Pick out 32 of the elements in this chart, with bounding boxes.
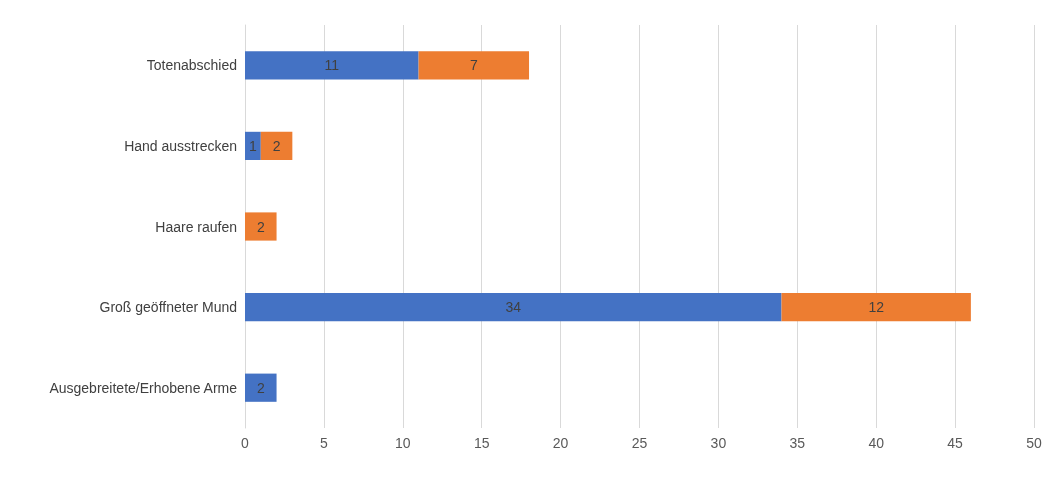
x-tick-label: 40 [868,435,885,451]
x-tick-label: 10 [395,435,411,451]
y-tick-label: Hand ausstrecken [124,137,237,154]
y-tick-label: Ausgebreitete/Erhobene Arme [49,379,238,396]
y-tick-label: Totenabschied [146,57,237,74]
data-label: 2 [256,218,265,235]
bar [245,212,277,241]
x-tick-label: 35 [789,435,806,451]
bar [418,51,530,80]
data-label: 7 [469,57,478,74]
y-tick-label: Haare raufen [155,218,237,235]
data-label: 34 [505,299,522,316]
y-tick-label: Groß geöffneter Mund [99,299,237,316]
data-label: 12 [868,299,885,316]
bar [781,293,971,322]
data-label: 2 [256,379,265,396]
bar [245,373,277,402]
x-tick-label: 15 [473,435,490,451]
x-tick-label: 50 [1026,435,1042,451]
bar [260,131,293,161]
x-tick-label: 5 [320,435,328,451]
x-tick-label: 30 [710,435,727,451]
bar [245,51,419,80]
bar [245,293,782,322]
x-tick-label: 20 [552,435,569,451]
x-tick-label: 45 [947,435,964,451]
bar [245,131,261,161]
data-label: 11 [324,57,340,74]
data-label: 1 [248,137,257,154]
data-label: 2 [272,137,281,154]
x-tick-label: 0 [241,435,250,451]
x-tick-label: 25 [631,435,648,451]
